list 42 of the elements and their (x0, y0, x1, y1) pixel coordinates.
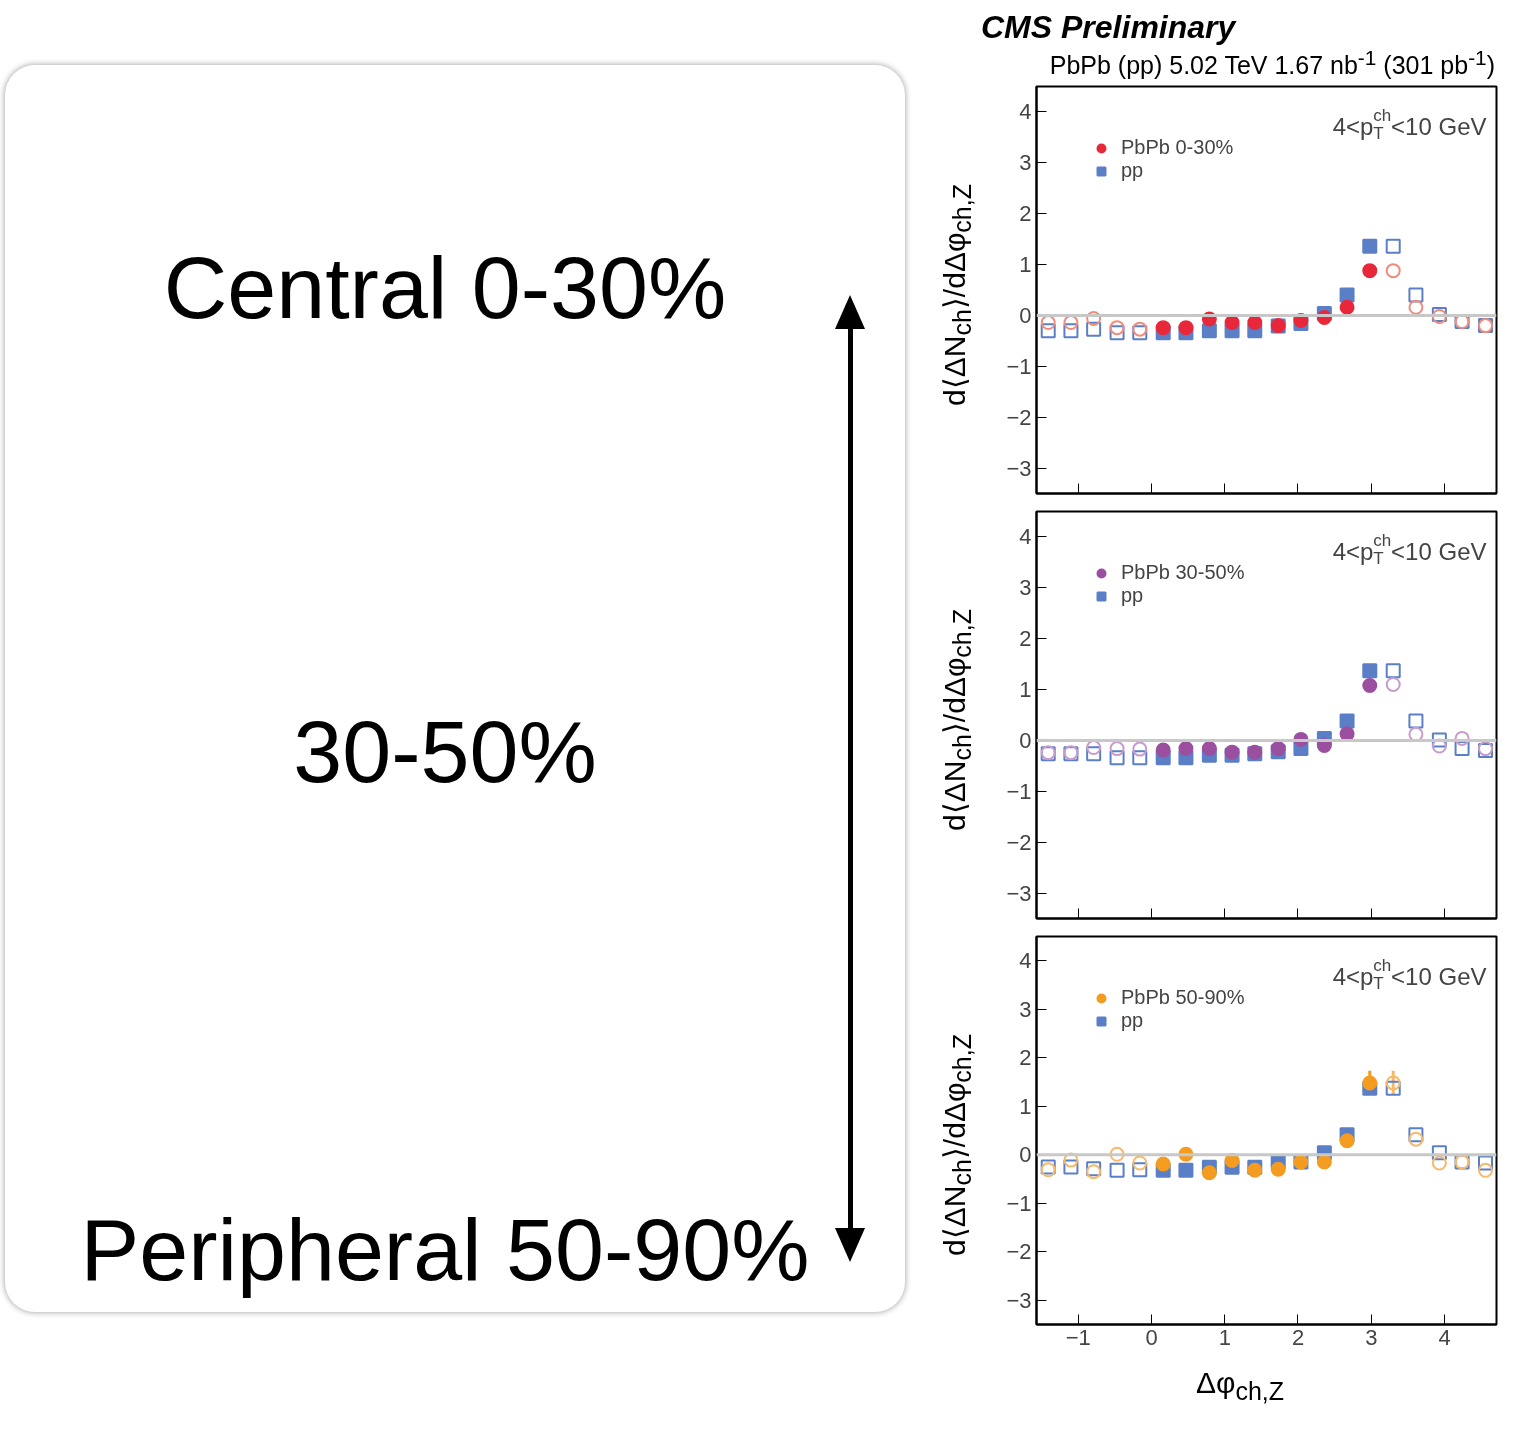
y-tick-label: 2 (1019, 1045, 1032, 1071)
x-tick-label: 3 (1365, 1324, 1378, 1350)
y-tick-label: 0 (1019, 1142, 1032, 1168)
x-tick-label: −1 (1065, 1324, 1091, 1350)
y-tick-label: 2 (1019, 626, 1032, 652)
y-tick-label: 1 (1019, 252, 1032, 278)
legend-label: pp (1121, 159, 1144, 182)
y-tick-label: 1 (1019, 677, 1032, 703)
legend-label: PbPb 30-50% (1121, 561, 1245, 584)
y-tick-label: −1 (1006, 353, 1032, 379)
legend-label: PbPb 50-90% (1121, 986, 1245, 1009)
y-tick-label: 4 (1019, 524, 1032, 550)
y-tick-label: −2 (1006, 404, 1032, 430)
y-tick-label: 1 (1019, 1093, 1032, 1119)
y-tick-label: −2 (1006, 829, 1032, 855)
x-tick-label: 4 (1438, 1324, 1451, 1350)
y-tick-label: −1 (1006, 1190, 1032, 1216)
legend-label: PbPb 0-30% (1121, 136, 1234, 159)
y-tick-label: −3 (1006, 880, 1032, 906)
y-tick-label: 2 (1019, 201, 1032, 227)
x-tick-label: 1 (1218, 1324, 1231, 1350)
x-tick-label: 0 (1145, 1324, 1158, 1350)
y-tick-label: 4 (1019, 99, 1032, 125)
y-tick-label: 3 (1019, 150, 1032, 176)
y-tick-label: 0 (1019, 302, 1032, 328)
y-tick-label: 3 (1019, 575, 1032, 601)
y-tick-label: −1 (1006, 778, 1032, 804)
chart-subtitle: PbPb (pp) 5.02 TeV 1.67 nb$^{-1}$ (301 pb$^{-1}$) (1049, 45, 1495, 80)
text: Peripheral 50-90% (79, 1199, 811, 1301)
y-tick-label: 4 (1019, 948, 1032, 974)
legend-label: pp (1121, 584, 1144, 607)
chart-title: CMS Preliminary (981, 9, 1236, 45)
x-axis-title: Δφ$_{ch,Z}$ (1194, 1365, 1286, 1407)
text: Central 0-30% (162, 237, 728, 339)
text: 30-50% (292, 701, 598, 803)
y-tick-label: −3 (1006, 1287, 1032, 1313)
x-tick-label: 2 (1291, 1324, 1305, 1350)
y-tick-label: −3 (1006, 455, 1032, 481)
y-tick-label: −2 (1006, 1239, 1032, 1265)
legend-label: pp (1121, 1009, 1144, 1032)
y-tick-label: 3 (1019, 996, 1032, 1022)
y-tick-label: 0 (1019, 727, 1032, 753)
